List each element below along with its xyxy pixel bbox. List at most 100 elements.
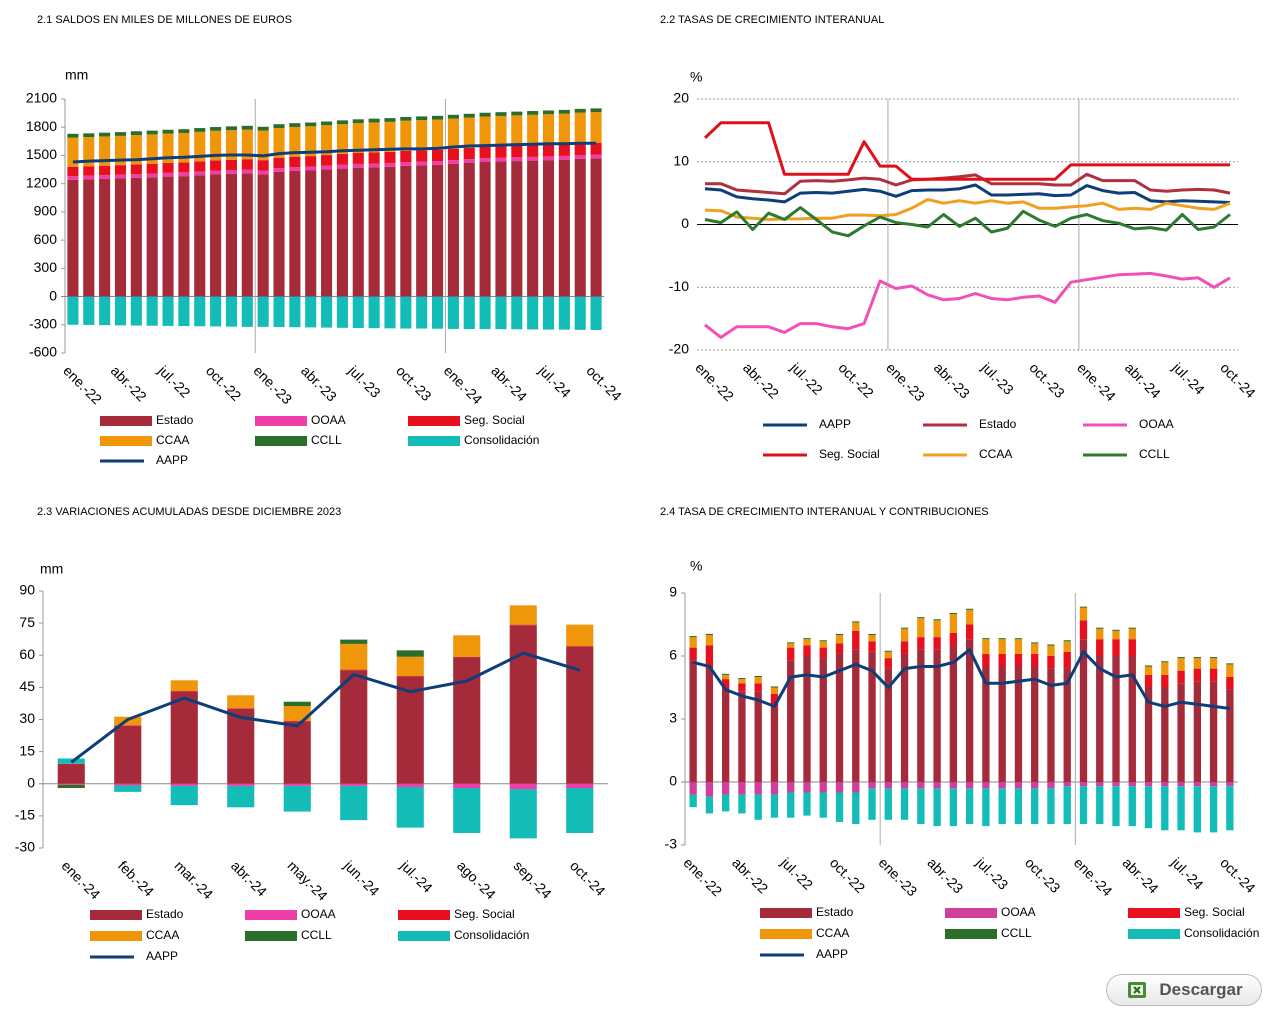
bar — [273, 127, 285, 158]
chart-title: 2.4 TASA DE CRECIMIENTO INTERANUAL Y CON… — [660, 506, 989, 518]
bar — [273, 171, 285, 297]
bar — [819, 782, 827, 793]
bar — [1014, 653, 1023, 667]
bar — [1128, 786, 1136, 827]
bar — [835, 643, 844, 654]
bar — [1144, 674, 1153, 688]
y-unit: mm — [40, 561, 63, 577]
legend-swatch — [398, 931, 450, 941]
bar — [400, 162, 412, 166]
bar — [396, 676, 424, 784]
bar — [1112, 786, 1120, 827]
x-tick-label: oct.-23 — [1026, 359, 1068, 401]
download-button[interactable]: Descargar — [1106, 974, 1262, 1006]
bar — [852, 621, 860, 623]
bar — [416, 165, 428, 297]
bar — [1177, 683, 1185, 782]
bar — [884, 650, 892, 652]
x-tick-label: abr.-23 — [298, 362, 340, 404]
line — [70, 651, 581, 764]
legend-swatch — [760, 929, 812, 939]
bar — [194, 131, 206, 162]
legend-swatch — [760, 908, 812, 918]
y-tick-label: 0 — [669, 773, 677, 789]
line — [692, 648, 1231, 710]
bar — [241, 129, 253, 160]
y-tick-label: -10 — [669, 278, 689, 294]
bar — [396, 650, 424, 657]
bar — [917, 782, 925, 789]
bar — [1014, 638, 1023, 640]
bar — [431, 164, 444, 297]
bar — [114, 783, 142, 786]
legend-label: OOAA — [311, 413, 346, 427]
legend-swatch — [90, 931, 142, 941]
bar — [689, 782, 697, 795]
bar — [1193, 668, 1201, 682]
bar — [447, 114, 459, 119]
bar — [336, 168, 348, 297]
legend-swatch — [255, 416, 307, 426]
bar — [225, 159, 238, 171]
x-tick-label: jul.-22 — [787, 359, 826, 398]
bar — [949, 782, 958, 789]
bar — [283, 701, 311, 707]
bar — [722, 674, 730, 680]
x-tick-label: abr.-24 — [228, 857, 270, 899]
bar — [321, 125, 333, 156]
legend-swatch — [255, 436, 307, 446]
bar — [257, 130, 269, 161]
legend-label: Estado — [146, 907, 184, 921]
bar — [178, 132, 190, 163]
bar — [162, 133, 174, 163]
bar — [835, 782, 844, 793]
bar — [453, 656, 481, 658]
bar — [1047, 645, 1055, 656]
bar — [431, 149, 444, 162]
bar — [900, 653, 909, 782]
legend-label: AAPP — [156, 453, 188, 467]
bar — [819, 641, 827, 648]
x-tick-label: abr.-24 — [1122, 359, 1164, 401]
bar — [67, 133, 79, 138]
bar — [900, 641, 909, 654]
bar — [463, 147, 475, 160]
bar — [558, 155, 570, 160]
bar — [558, 113, 570, 145]
bar — [1193, 782, 1201, 787]
bar — [566, 646, 594, 647]
x-tick-label: oct.-24 — [1217, 359, 1259, 401]
bar — [130, 174, 142, 178]
bar — [590, 296, 602, 330]
bar — [884, 658, 892, 669]
bar — [998, 639, 1006, 654]
bar — [368, 152, 380, 164]
bar — [57, 764, 85, 784]
bar — [511, 157, 523, 162]
bar — [900, 782, 909, 789]
bar — [835, 653, 844, 782]
bar — [57, 763, 85, 765]
line — [704, 271, 1231, 339]
bar — [590, 158, 602, 297]
bar — [416, 296, 428, 329]
x-tick-label: oct.-22 — [835, 359, 877, 401]
bar — [527, 145, 539, 157]
y-unit: % — [690, 69, 702, 85]
bar — [283, 706, 311, 721]
bar — [1063, 641, 1071, 652]
bar — [770, 686, 779, 688]
bar — [738, 678, 746, 680]
bar — [495, 157, 507, 162]
legend-label: CCAA — [816, 926, 849, 940]
legend-label: OOAA — [1139, 417, 1174, 431]
x-tick-label: jul.-22 — [155, 362, 194, 401]
bar — [1177, 657, 1185, 659]
bar — [1047, 782, 1055, 789]
bar — [1112, 639, 1120, 656]
bar — [982, 653, 990, 667]
bar — [67, 137, 79, 167]
bar — [770, 706, 779, 782]
bar — [416, 150, 428, 162]
bar — [933, 637, 941, 650]
